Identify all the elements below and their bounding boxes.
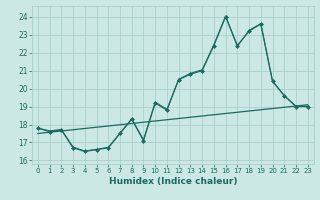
X-axis label: Humidex (Indice chaleur): Humidex (Indice chaleur) [108,177,237,186]
